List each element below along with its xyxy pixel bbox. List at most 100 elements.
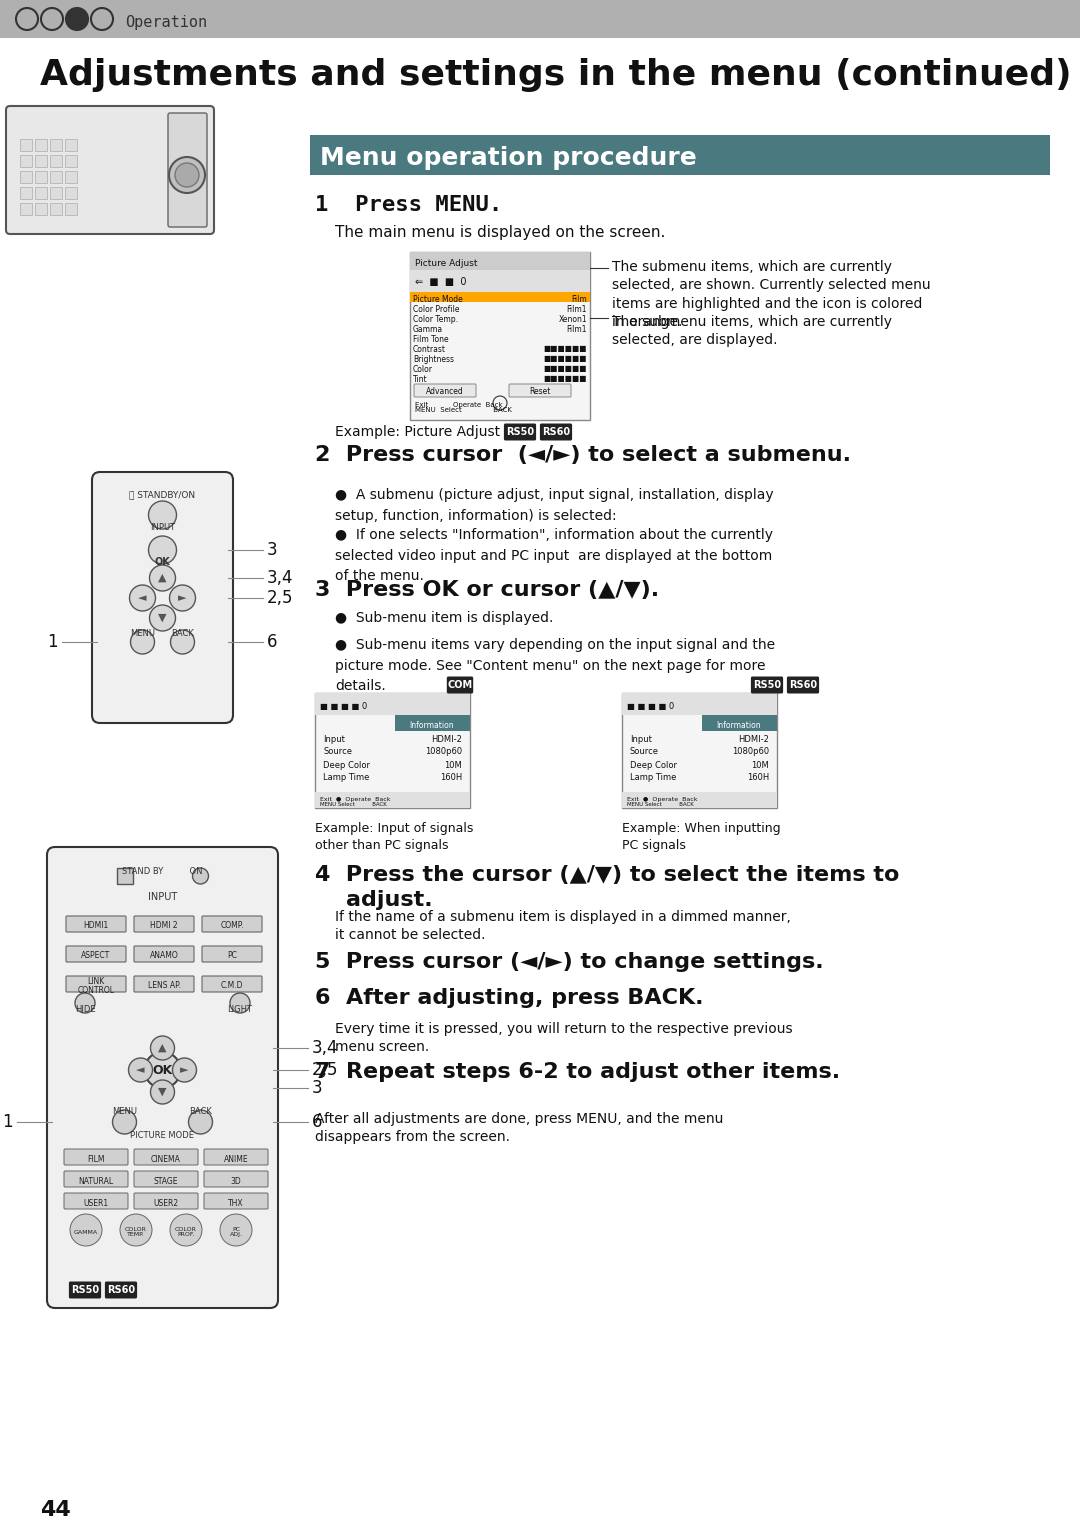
FancyBboxPatch shape bbox=[622, 693, 777, 715]
Text: Every time it is pressed, you will return to the respective previous
menu screen: Every time it is pressed, you will retur… bbox=[335, 1022, 793, 1054]
Text: THX: THX bbox=[228, 1198, 244, 1207]
Circle shape bbox=[129, 1058, 152, 1081]
Circle shape bbox=[131, 630, 154, 653]
Text: ⏻ STANDBY/ON: ⏻ STANDBY/ON bbox=[130, 491, 195, 500]
Circle shape bbox=[150, 1035, 175, 1060]
Text: Contrast: Contrast bbox=[413, 345, 446, 353]
Text: 160H: 160H bbox=[440, 773, 462, 782]
Circle shape bbox=[75, 992, 95, 1012]
Text: Color: Color bbox=[413, 365, 433, 373]
Circle shape bbox=[91, 8, 113, 31]
FancyBboxPatch shape bbox=[134, 946, 194, 962]
Circle shape bbox=[170, 1213, 202, 1246]
FancyBboxPatch shape bbox=[414, 384, 476, 397]
Circle shape bbox=[130, 584, 156, 611]
Text: ▼: ▼ bbox=[159, 1088, 166, 1097]
Text: ▲: ▲ bbox=[159, 1043, 166, 1052]
Text: COM: COM bbox=[447, 680, 473, 690]
Circle shape bbox=[192, 868, 208, 884]
Text: Color Profile: Color Profile bbox=[413, 305, 459, 313]
FancyBboxPatch shape bbox=[35, 140, 48, 150]
Text: CINEMA: CINEMA bbox=[151, 1155, 181, 1163]
FancyBboxPatch shape bbox=[105, 1281, 137, 1298]
Text: USER1: USER1 bbox=[83, 1198, 109, 1207]
FancyBboxPatch shape bbox=[64, 1149, 129, 1164]
Text: 160H: 160H bbox=[746, 773, 769, 782]
Text: ▼: ▼ bbox=[159, 614, 166, 623]
FancyBboxPatch shape bbox=[787, 676, 819, 693]
Text: Exit  ●  Operate  Back: Exit ● Operate Back bbox=[627, 798, 698, 802]
Text: ◄: ◄ bbox=[138, 594, 147, 603]
FancyBboxPatch shape bbox=[35, 155, 48, 167]
Circle shape bbox=[171, 630, 194, 653]
Text: PICTURE MODE: PICTURE MODE bbox=[131, 1131, 194, 1140]
Circle shape bbox=[189, 1111, 213, 1134]
FancyBboxPatch shape bbox=[395, 715, 470, 732]
Text: Menu operation procedure: Menu operation procedure bbox=[320, 146, 697, 170]
Text: ■■■■■■: ■■■■■■ bbox=[543, 365, 588, 373]
Circle shape bbox=[149, 604, 175, 630]
FancyBboxPatch shape bbox=[134, 1149, 198, 1164]
Text: Adjustments and settings in the menu (continued): Adjustments and settings in the menu (co… bbox=[40, 58, 1071, 92]
Circle shape bbox=[168, 156, 205, 193]
Text: PC
ADJ.: PC ADJ. bbox=[229, 1227, 243, 1238]
FancyBboxPatch shape bbox=[50, 155, 62, 167]
FancyBboxPatch shape bbox=[65, 140, 77, 150]
Text: The submenu items, which are currently
selected, are shown. Currently selected m: The submenu items, which are currently s… bbox=[612, 259, 931, 330]
Text: 6: 6 bbox=[312, 1114, 323, 1131]
FancyBboxPatch shape bbox=[21, 202, 32, 215]
Text: Exit           Operate  Back: Exit Operate Back bbox=[415, 402, 502, 408]
FancyBboxPatch shape bbox=[35, 202, 48, 215]
FancyBboxPatch shape bbox=[315, 693, 470, 715]
Text: After all adjustments are done, press MENU, and the menu
disappears from the scr: After all adjustments are done, press ME… bbox=[315, 1112, 724, 1144]
Text: 3,4: 3,4 bbox=[267, 569, 294, 588]
Text: Film1: Film1 bbox=[567, 325, 588, 333]
Text: 3D: 3D bbox=[231, 1177, 241, 1186]
Circle shape bbox=[220, 1213, 252, 1246]
Text: Gamma: Gamma bbox=[413, 325, 443, 333]
Text: RS50: RS50 bbox=[71, 1285, 99, 1295]
Text: RS60: RS60 bbox=[107, 1285, 135, 1295]
Text: MENU Select          BACK: MENU Select BACK bbox=[320, 802, 387, 807]
FancyBboxPatch shape bbox=[134, 976, 194, 992]
Text: 1: 1 bbox=[2, 1114, 13, 1131]
Circle shape bbox=[66, 8, 87, 31]
Text: COLOR
TEMP.: COLOR TEMP. bbox=[125, 1227, 147, 1238]
Text: C.M.D: C.M.D bbox=[220, 982, 243, 991]
Text: ANAMO: ANAMO bbox=[150, 951, 178, 960]
Text: MENU  Select              BACK: MENU Select BACK bbox=[415, 407, 512, 413]
FancyBboxPatch shape bbox=[66, 916, 126, 933]
FancyBboxPatch shape bbox=[21, 140, 32, 150]
Text: 2  Press cursor  (◄/►) to select a submenu.: 2 Press cursor (◄/►) to select a submenu… bbox=[315, 445, 851, 465]
Text: LIGHT: LIGHT bbox=[228, 1005, 253, 1014]
FancyBboxPatch shape bbox=[202, 946, 262, 962]
Text: 44: 44 bbox=[40, 1500, 71, 1520]
Text: 3,4: 3,4 bbox=[312, 1039, 338, 1057]
Text: NATURAL: NATURAL bbox=[79, 1177, 113, 1186]
Text: ■■■■■■: ■■■■■■ bbox=[543, 345, 588, 353]
Text: 1080p60: 1080p60 bbox=[732, 747, 769, 756]
Text: USER2: USER2 bbox=[153, 1198, 178, 1207]
Text: Advanced: Advanced bbox=[427, 388, 464, 396]
Text: Example: Picture Adjust: Example: Picture Adjust bbox=[335, 425, 500, 439]
FancyBboxPatch shape bbox=[202, 916, 262, 933]
FancyBboxPatch shape bbox=[410, 252, 590, 270]
Text: Deep Color: Deep Color bbox=[630, 761, 677, 770]
Text: INPUT: INPUT bbox=[148, 891, 177, 902]
Text: ■ ■ ■ ■ 0: ■ ■ ■ ■ 0 bbox=[627, 701, 674, 710]
Text: LINK
CONTROL: LINK CONTROL bbox=[78, 977, 114, 996]
Text: BACK: BACK bbox=[189, 1108, 212, 1117]
FancyBboxPatch shape bbox=[64, 1193, 129, 1209]
FancyBboxPatch shape bbox=[702, 715, 777, 732]
FancyBboxPatch shape bbox=[540, 423, 572, 440]
Text: Input: Input bbox=[323, 735, 345, 744]
Text: Example: Input of signals
other than PC signals: Example: Input of signals other than PC … bbox=[315, 822, 473, 851]
Text: Information: Information bbox=[717, 721, 761, 730]
FancyBboxPatch shape bbox=[50, 187, 62, 199]
Circle shape bbox=[492, 396, 507, 410]
FancyBboxPatch shape bbox=[69, 1281, 102, 1298]
FancyBboxPatch shape bbox=[410, 252, 590, 420]
FancyBboxPatch shape bbox=[622, 792, 777, 808]
Text: ANIME: ANIME bbox=[224, 1155, 248, 1163]
FancyBboxPatch shape bbox=[504, 423, 536, 440]
